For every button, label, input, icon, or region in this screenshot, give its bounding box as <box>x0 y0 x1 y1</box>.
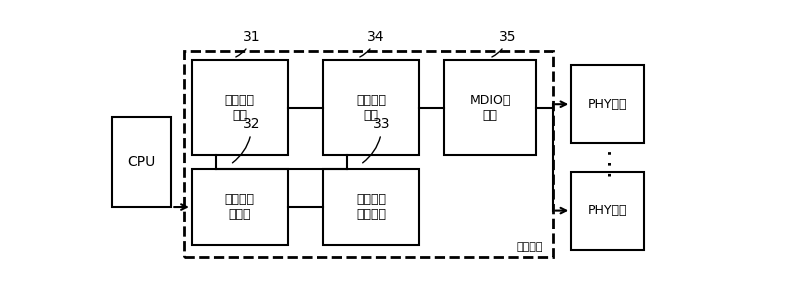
Bar <box>323 60 419 155</box>
Text: . . .: . . . <box>600 150 615 177</box>
Text: 第一寄存
器模块: 第一寄存 器模块 <box>225 193 255 221</box>
Bar <box>571 65 644 143</box>
Bar <box>112 117 171 207</box>
Text: PHY芯片: PHY芯片 <box>588 98 627 111</box>
Text: 第一状态
锁存模块: 第一状态 锁存模块 <box>356 193 386 221</box>
Text: 35: 35 <box>492 30 517 57</box>
Text: 控制电路: 控制电路 <box>517 243 543 252</box>
Text: 定时时钟
模块: 定时时钟 模块 <box>225 94 255 122</box>
Text: 34: 34 <box>360 30 385 57</box>
Text: 状态轮转
模块: 状态轮转 模块 <box>356 94 386 122</box>
Text: 33: 33 <box>362 117 391 163</box>
Bar <box>192 60 288 155</box>
Text: 32: 32 <box>233 117 261 163</box>
Text: 31: 31 <box>236 30 261 57</box>
Bar <box>323 169 419 245</box>
Text: CPU: CPU <box>128 155 156 169</box>
Bar <box>192 169 288 245</box>
Bar <box>571 172 644 250</box>
Text: PHY芯片: PHY芯片 <box>588 204 627 217</box>
Text: MDIO控
制器: MDIO控 制器 <box>470 94 510 122</box>
Bar <box>184 51 553 257</box>
Bar <box>444 60 536 155</box>
